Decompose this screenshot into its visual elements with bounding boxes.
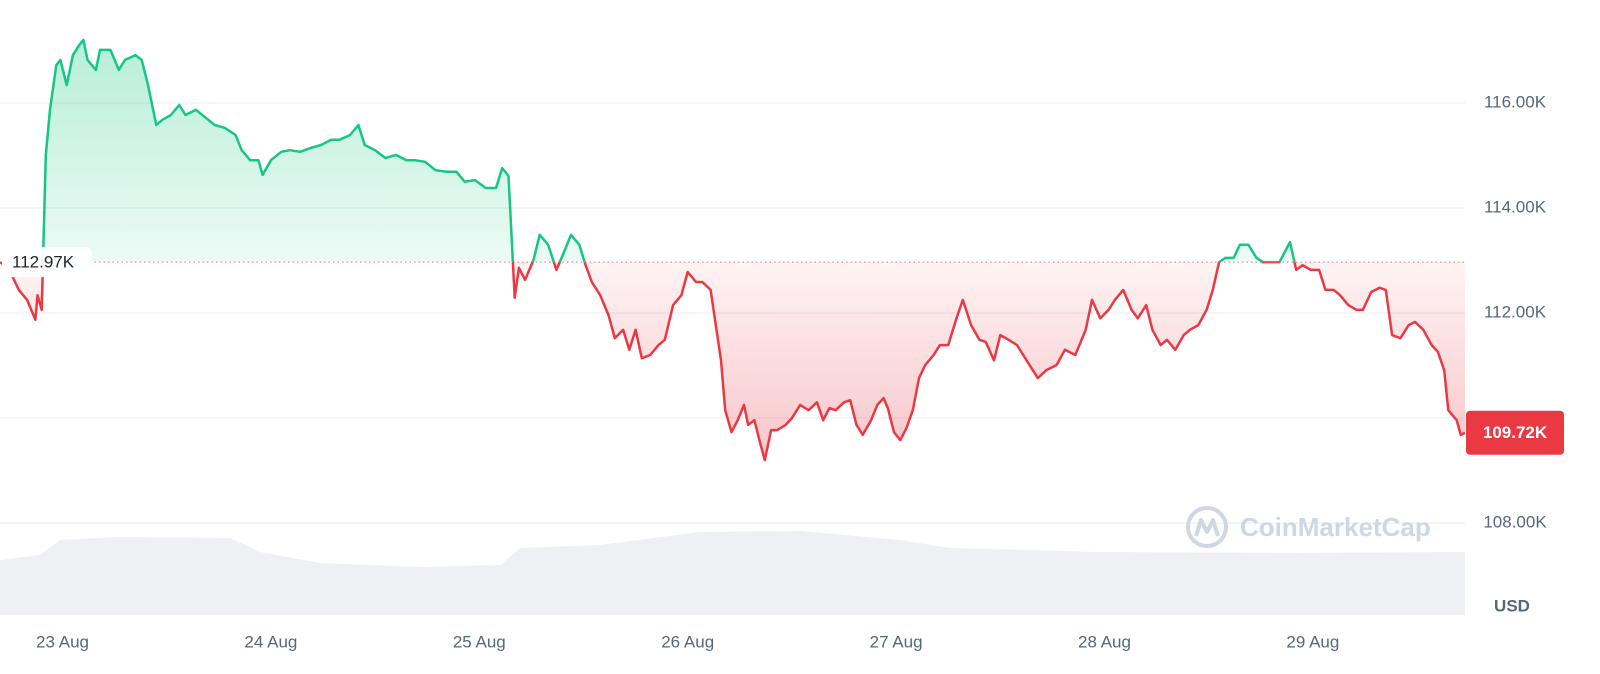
y-unit: USD xyxy=(1494,596,1530,615)
x-tick-label: 26 Aug xyxy=(661,632,714,651)
plot xyxy=(0,38,1465,462)
price-line-up xyxy=(0,38,1296,263)
current-price-label: 109.72K xyxy=(1483,423,1548,442)
y-tick-label: 116.00K xyxy=(1484,92,1547,111)
x-tick-label: 24 Aug xyxy=(244,632,297,651)
y-tick-label: 114.00K xyxy=(1484,197,1547,216)
baseline-label: 112.97K xyxy=(12,253,75,272)
price-line-down xyxy=(0,262,1465,462)
baseline-label-box xyxy=(2,247,92,278)
area-up xyxy=(42,39,1295,263)
x-tick-label: 27 Aug xyxy=(870,632,923,651)
area-down xyxy=(0,262,1465,461)
volume-area xyxy=(0,531,1465,615)
x-tick-label: 25 Aug xyxy=(453,632,506,651)
overlay: 112.97K 109.72K xyxy=(2,247,1564,455)
x-tick-label: 23 Aug xyxy=(36,632,89,651)
watermark-text: CoinMarketCap xyxy=(1240,512,1431,542)
y-tick-label: 108.00K xyxy=(1483,513,1547,532)
x-tick-label: 28 Aug xyxy=(1078,632,1131,651)
watermark: CoinMarketCap xyxy=(1186,506,1431,548)
current-price-badge xyxy=(1466,410,1564,455)
y-tick-label: 112.00K xyxy=(1484,302,1547,321)
x-tick-label: 29 Aug xyxy=(1286,632,1339,651)
